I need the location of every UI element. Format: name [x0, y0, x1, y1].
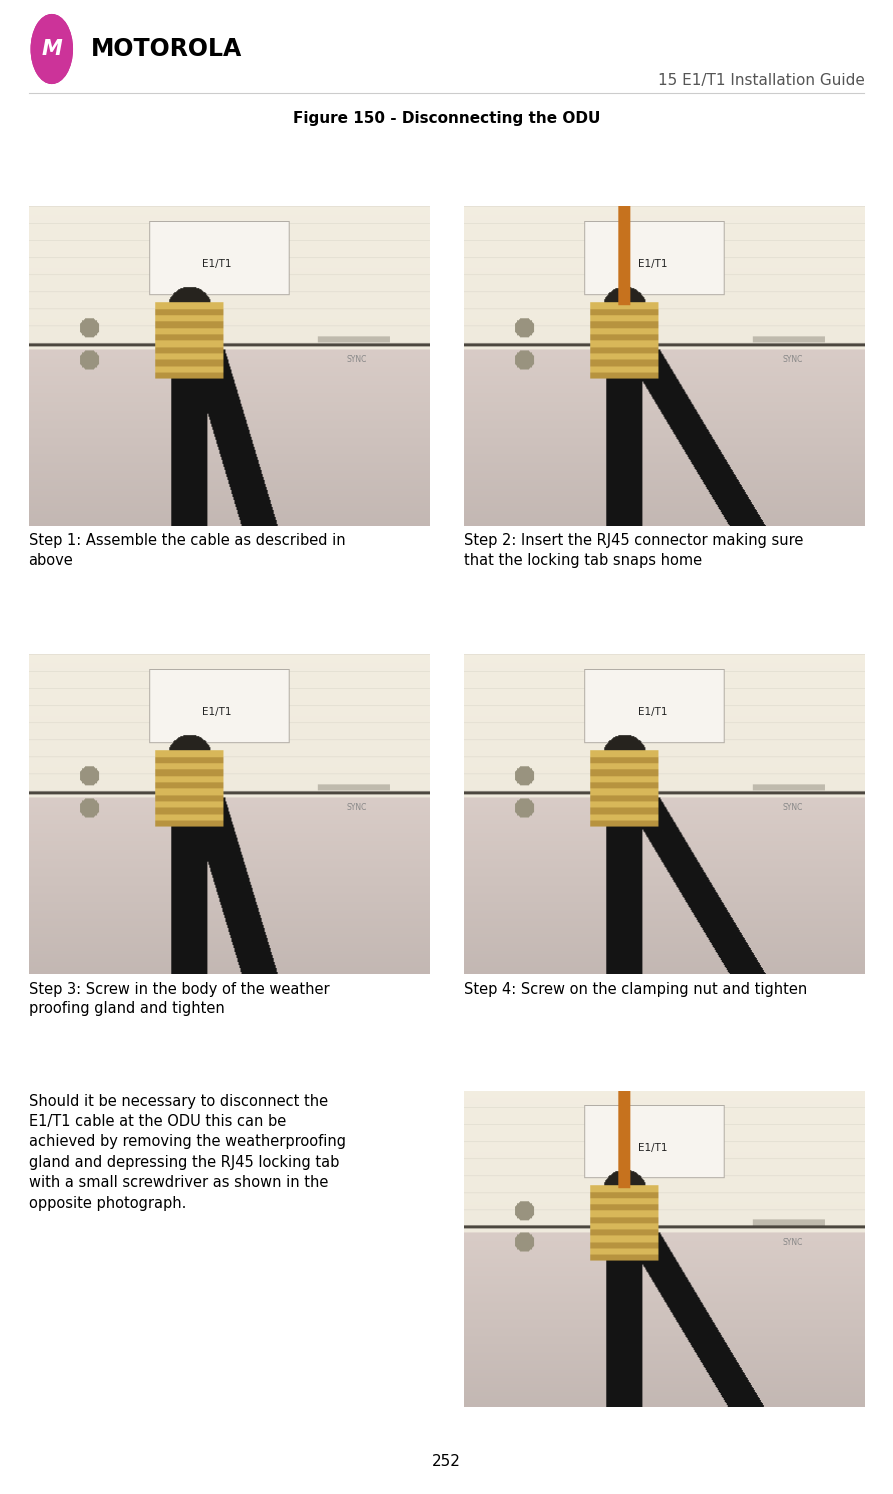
Text: E1/T1: E1/T1	[202, 258, 231, 269]
Text: Figure 150 - Disconnecting the ODU: Figure 150 - Disconnecting the ODU	[293, 111, 600, 125]
Circle shape	[31, 15, 72, 84]
Text: 252: 252	[432, 1454, 461, 1469]
Text: 15 E1/T1 Installation Guide: 15 E1/T1 Installation Guide	[657, 73, 864, 88]
Text: Step 1: Assemble the cable as described in
above: Step 1: Assemble the cable as described …	[29, 533, 346, 568]
Text: Step 4: Screw on the clamping nut and tighten: Step 4: Screw on the clamping nut and ti…	[464, 982, 807, 996]
Text: SYNC: SYNC	[346, 356, 367, 365]
Text: SYNC: SYNC	[782, 1239, 803, 1247]
Text: M: M	[41, 39, 63, 58]
Text: MOTOROLA: MOTOROLA	[91, 37, 242, 61]
Text: Should it be necessary to disconnect the
E1/T1 cable at the ODU this can be
achi: Should it be necessary to disconnect the…	[29, 1094, 346, 1210]
Text: SYNC: SYNC	[782, 356, 803, 365]
Text: SYNC: SYNC	[346, 804, 367, 813]
Text: E1/T1: E1/T1	[638, 707, 667, 717]
Text: E1/T1: E1/T1	[638, 258, 667, 269]
Text: SYNC: SYNC	[782, 804, 803, 813]
Text: E1/T1: E1/T1	[638, 1143, 667, 1153]
Text: E1/T1: E1/T1	[202, 707, 231, 717]
Text: Step 2: Insert the RJ45 connector making sure
that the locking tab snaps home: Step 2: Insert the RJ45 connector making…	[464, 533, 804, 568]
Text: Step 3: Screw in the body of the weather
proofing gland and tighten: Step 3: Screw in the body of the weather…	[29, 982, 330, 1016]
Text: Ⓜ: Ⓜ	[43, 34, 61, 64]
Circle shape	[31, 15, 72, 84]
